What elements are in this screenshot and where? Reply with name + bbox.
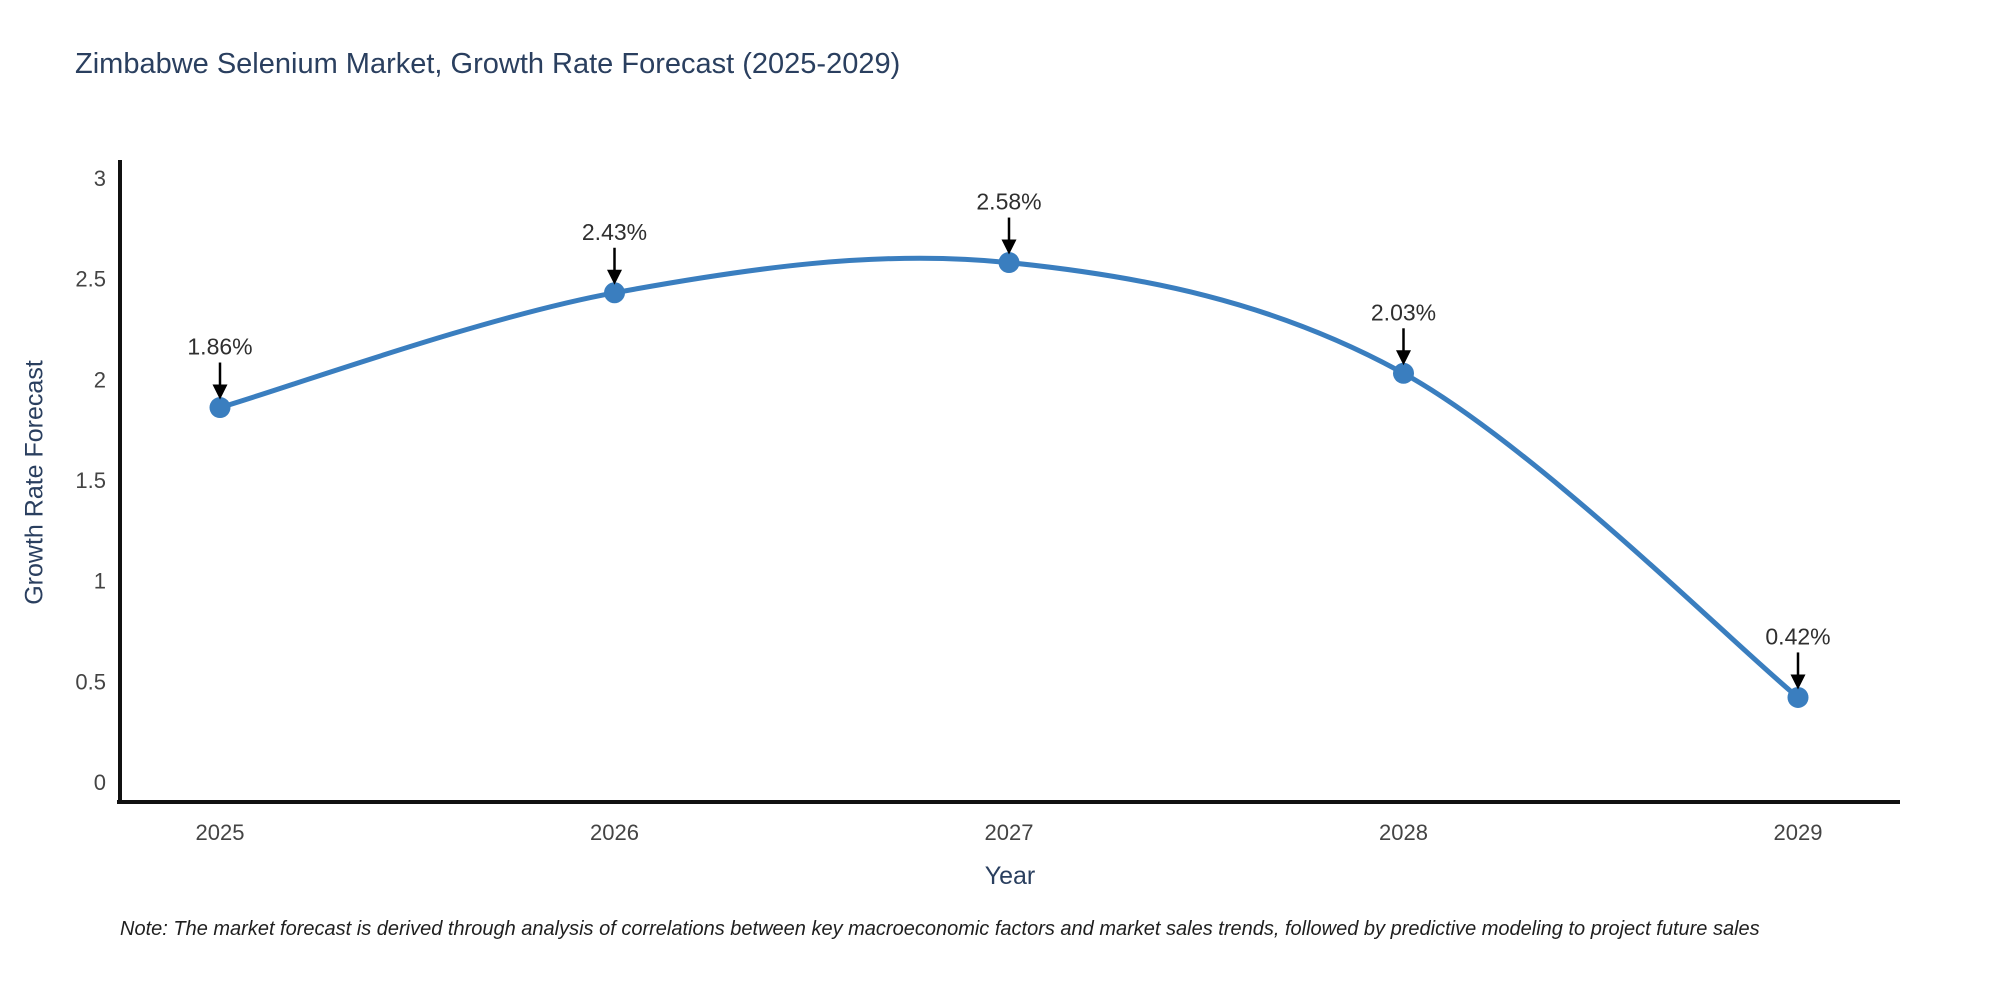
x-axis-title: Year bbox=[984, 862, 1036, 890]
y-tick-label: 1.5 bbox=[75, 468, 106, 493]
y-tick-label: 2 bbox=[94, 367, 106, 392]
y-tick-label: 2.5 bbox=[75, 267, 106, 292]
data-point-label: 1.86% bbox=[187, 334, 252, 360]
data-point-marker bbox=[998, 252, 1020, 274]
x-tick-label: 2029 bbox=[1774, 820, 1823, 845]
annotation-arrowhead bbox=[1396, 350, 1411, 366]
y-tick-label: 0 bbox=[94, 770, 106, 795]
y-tick-label: 3 bbox=[94, 166, 106, 191]
y-tick-label: 0.5 bbox=[75, 669, 106, 694]
footnote: Note: The market forecast is derived thr… bbox=[120, 918, 1760, 940]
x-tick-label: 2027 bbox=[985, 820, 1034, 845]
x-tick-label: 2028 bbox=[1379, 820, 1428, 845]
data-point-marker bbox=[1393, 362, 1414, 384]
x-tick-label: 2026 bbox=[590, 820, 639, 845]
data-point-marker bbox=[1787, 686, 1809, 708]
data-point-label: 2.43% bbox=[582, 219, 647, 245]
data-point-marker bbox=[209, 397, 231, 419]
data-point-marker bbox=[604, 282, 625, 304]
data-point-label: 0.42% bbox=[1765, 623, 1830, 649]
chart-title: Zimbabwe Selenium Market, Growth Rate Fo… bbox=[75, 48, 901, 80]
forecast-line bbox=[219, 255, 1800, 700]
annotation-arrowhead bbox=[1790, 674, 1806, 690]
data-point-label: 2.03% bbox=[1371, 299, 1436, 325]
annotation-arrowhead bbox=[1001, 239, 1017, 255]
x-tick-label: 2025 bbox=[196, 820, 245, 845]
annotation-arrowhead bbox=[212, 384, 228, 400]
y-tick-label: 1 bbox=[94, 569, 106, 594]
data-point-label: 2.58% bbox=[976, 189, 1041, 215]
annotation-arrowhead bbox=[607, 269, 622, 285]
